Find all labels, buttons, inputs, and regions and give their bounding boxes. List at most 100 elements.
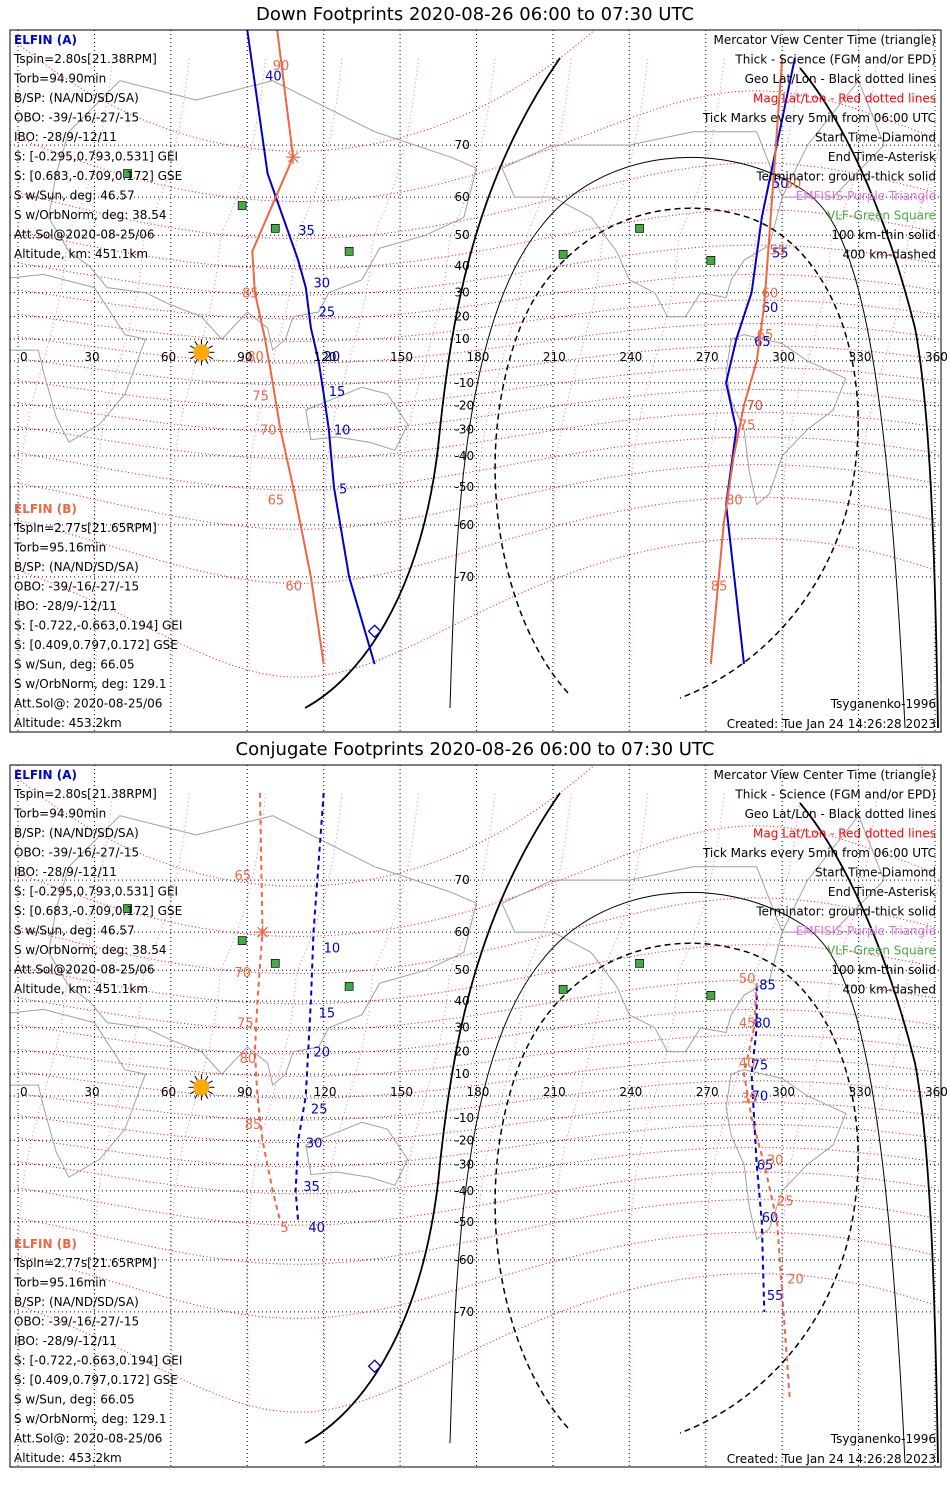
legend-entry: Mercator View Center Time (triangle) [714, 768, 936, 782]
elfin-b-tick-label: 70 [235, 966, 252, 981]
legend-entry: Tick Marks every 5min from 06:00 UTC [702, 111, 936, 125]
elfin-b-trajectory [253, 792, 282, 1223]
lat-tick-label: -40 [455, 449, 475, 463]
legend-entry: VLF-Green Square [827, 944, 936, 958]
lon-tick-label: 360 [925, 350, 948, 364]
mag-lat-line [17, 1034, 936, 1077]
lat-tick-label: -50 [455, 1215, 475, 1229]
elfin-b-tick-label: 75 [252, 390, 269, 405]
legend-entry: Start Time-Diamond [815, 866, 936, 880]
legend-entry: Geo Lat/Lon - Black dotted lines [745, 807, 936, 821]
lon-tick-label: 90 [237, 1085, 252, 1099]
elfin-a-tick-label: 15 [319, 1006, 336, 1021]
lon-tick-label: 150 [390, 1085, 413, 1099]
elfin-b-info-line: IBO: -28/9/-12/11 [14, 599, 117, 613]
elfin-a-info-line: S w/OrbNorm, deg: 38.54 [14, 943, 166, 957]
elfin-a-tick-label: 25 [319, 306, 336, 321]
elfin-b-info-line: Att.Sol@: 2020-08-25/06 [14, 1432, 162, 1446]
elfin-b-info-line: S w/Sun, deg: 66.05 [14, 1393, 135, 1407]
legend-entry: Terminator: ground-thick solid [755, 170, 936, 184]
lon-tick-label: 120 [314, 1085, 337, 1099]
mag-lat-line [17, 979, 936, 1031]
elfin-b-tick-label: 85 [245, 1118, 262, 1133]
lon-tick-label: 300 [772, 350, 795, 364]
elfin-a-info-line: S w/Sun, deg: 46.57 [14, 924, 135, 938]
legend-entry: Tick Marks every 5min from 06:00 UTC [702, 846, 936, 860]
elfin-a-info-line: B/SP: (NA/ND/SD/SA) [14, 91, 139, 105]
lon-tick-label: 240 [619, 1085, 642, 1099]
elfin-b-tick-label: 50 [785, 177, 802, 192]
elfin-a-start-diamond [367, 1359, 382, 1374]
elfin-b-info-line: Torb=95.16min [13, 541, 106, 555]
elfin-a-tick-label: 20 [324, 350, 341, 365]
elfin-b-trajectory [742, 983, 791, 1400]
elfin-b-tick-label: 65 [757, 328, 774, 343]
elfin-b-tick-label: 55 [769, 243, 786, 258]
sun-icon [188, 1074, 215, 1101]
elfin-a-info-line: Att.Sol@2020-08-25/06 [14, 963, 155, 977]
lon-tick-label: 300 [772, 1085, 795, 1099]
mag-lat-line [17, 366, 936, 409]
elfin-b-info-line: Altitude: 453.2km [14, 1451, 122, 1465]
vlf-site-marker [270, 223, 280, 233]
legend-entry: 100 km-thin solid [831, 228, 936, 242]
legend-entry: Geo Lat/Lon - Black dotted lines [745, 72, 936, 86]
lat-tick-label: 70 [455, 873, 470, 887]
elfin-b-info-line: Att.Sol@: 2020-08-25/06 [14, 697, 162, 711]
model-label: Tsyganenko-1996 [830, 697, 936, 711]
elfin-b-tick-label: 35 [741, 1092, 758, 1107]
elfin-a-tick-label: 50 [772, 177, 789, 192]
elfin-a-info-line: S: [0.683,-0.709,0.172] GSE [14, 169, 182, 183]
panel-0-title: Down Footprints 2020-08-26 06:00 to 07:3… [256, 4, 694, 25]
elfin-b-info-line: S: [-0.722,-0.663,0.194] GEI [14, 1354, 182, 1368]
lat-tick-label: 50 [455, 228, 470, 242]
lat-tick-label: -60 [455, 518, 475, 532]
coastline [48, 80, 478, 352]
elfin-b-tick-label: 70 [260, 423, 277, 438]
legend-entry: EMFISIS-Purple Triangle [796, 189, 936, 203]
vlf-site-marker [706, 990, 716, 1000]
elfin-a-tick-label: 55 [767, 1289, 784, 1304]
coastline [781, 79, 885, 198]
elfin-b-tick-label: 25 [777, 1195, 794, 1210]
elfin-b-tick-label: 65 [235, 869, 252, 884]
legend-entry: Thick - Science (FGM and/or EPD) [734, 53, 936, 67]
lon-tick-label: 330 [849, 1085, 872, 1099]
vlf-site-marker [635, 223, 644, 233]
mag-lat-line [17, 411, 936, 460]
elfin-b-info-line: Tspin=2.77s[21.65RPM] [13, 521, 157, 535]
elfin-a-tick-label: 15 [329, 385, 346, 400]
created-timestamp: Created: Tue Jan 24 14:26:28 2023 [727, 717, 936, 731]
elfin-a-tick-label: 80 [754, 1017, 771, 1032]
lon-tick-label: 270 [696, 1085, 719, 1099]
legend-entry: End Time-Asterisk [828, 885, 936, 899]
elfin-a-info-line: S: [0.683,-0.709,0.172] GSE [14, 904, 182, 918]
elfin-b-info-line: OBO: -39/-16/-27/-15 [14, 1315, 139, 1329]
mag-lat-line [17, 1080, 936, 1121]
elfin-a-tick-label: 10 [334, 423, 351, 438]
elfin-b-info-line: S w/OrbNorm, deg: 129.1 [14, 677, 166, 691]
lat-tick-label: 30 [455, 1021, 470, 1035]
elfin-a-tick-label: 5 [339, 483, 347, 498]
conjugate-footprints-map: 10 15 20 25 30 35 40 85 80 75 70 65 60 55 65 70 75 80 85 5 5… [9, 764, 948, 1468]
elfin-b-tick-label: 70 [747, 399, 764, 414]
lon-tick-label: 180 [467, 1085, 490, 1099]
lat-tick-label: -40 [455, 1184, 475, 1198]
terminator-100km [449, 156, 906, 729]
legend-entry: EMFISIS-Purple Triangle [796, 924, 936, 938]
lon-tick-label: 240 [619, 350, 642, 364]
mag-lat-line [17, 345, 936, 386]
mag-lat-line [17, 436, 936, 491]
lat-tick-label: -10 [455, 1111, 475, 1125]
map-content: 40 35 30 25 20 15 10 5 50 55 60 65 70 90 85 80 75 70 65 60 5… [10, 30, 941, 732]
lon-tick-label: 0 [20, 350, 28, 364]
mag-lat-line [17, 299, 936, 342]
map-content: 10 15 20 25 30 35 40 85 80 75 70 65 60 55 65 70 75 80 85 5 5… [10, 765, 941, 1467]
elfin-b-info-line: S: [0.409,0.797,0.172] GSE [14, 638, 178, 652]
vlf-site-marker [344, 246, 354, 256]
lon-tick-label: 210 [543, 1085, 566, 1099]
legend-entry: End Time-Asterisk [828, 150, 936, 164]
elfin-a-header: ELFIN (A) [14, 768, 77, 782]
elfin-a-tick-label: 30 [313, 277, 330, 292]
coastline [48, 815, 478, 1087]
